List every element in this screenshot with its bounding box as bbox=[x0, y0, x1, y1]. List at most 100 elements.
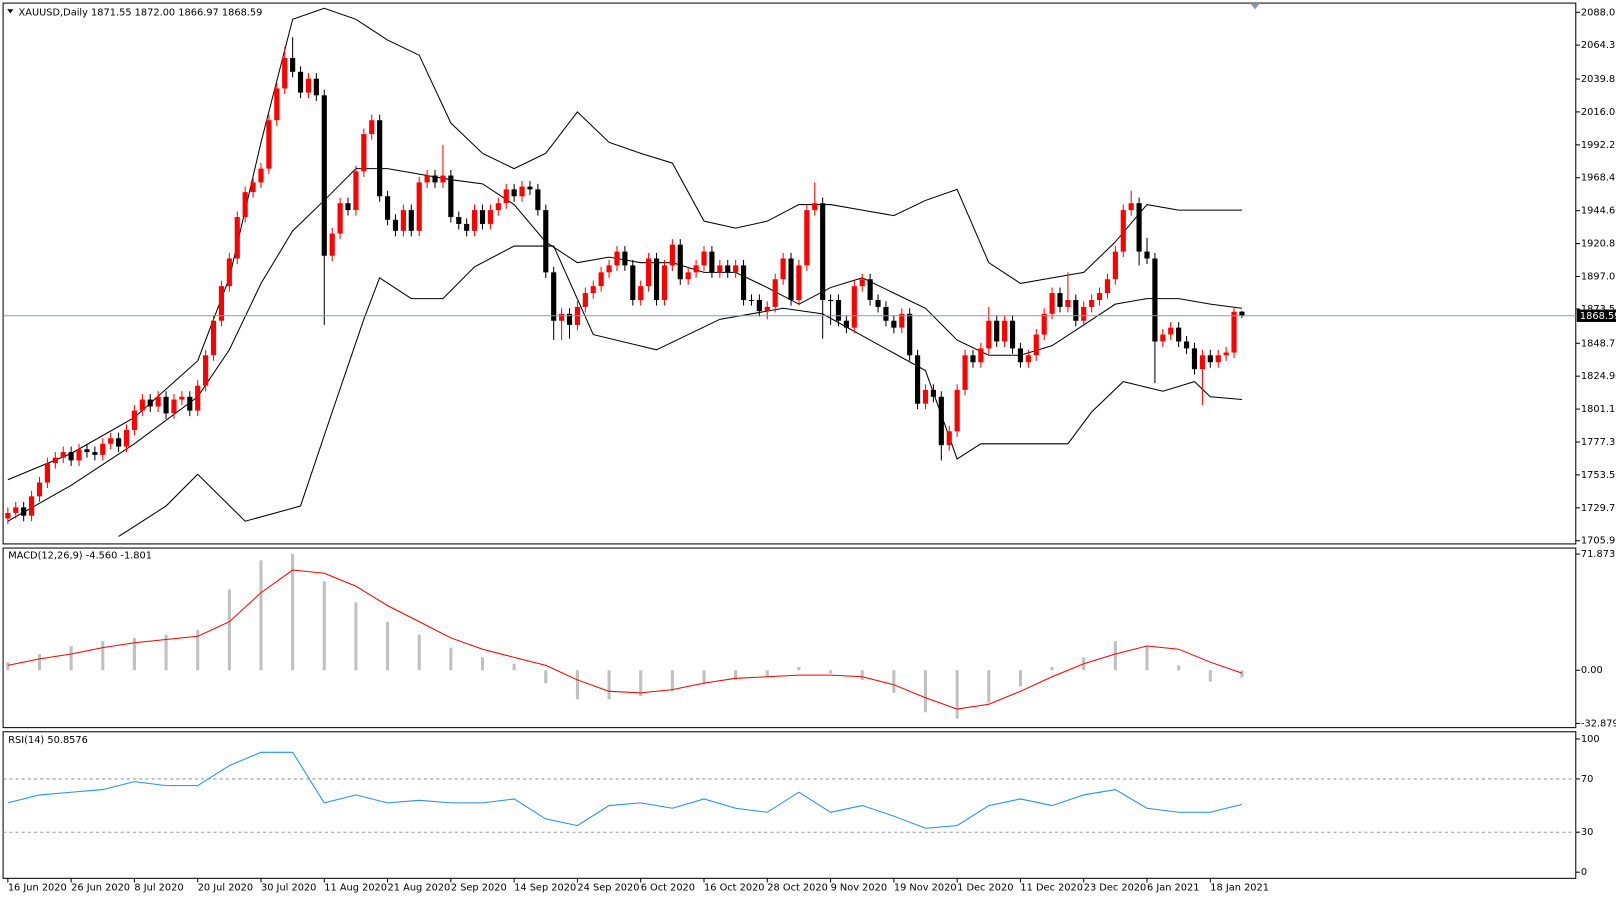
candle-body bbox=[13, 507, 19, 513]
candle-body bbox=[1096, 293, 1103, 300]
candle-body bbox=[171, 399, 177, 414]
candle-body bbox=[598, 272, 604, 287]
candle-body bbox=[590, 286, 596, 294]
candle-body bbox=[827, 299, 834, 302]
candle-body bbox=[780, 258, 786, 280]
candle-body bbox=[139, 399, 145, 411]
macd-bar bbox=[512, 663, 516, 671]
candle-body bbox=[361, 134, 367, 172]
rsi-title: RSI(14) 50.8576 bbox=[8, 735, 88, 746]
candle-body bbox=[76, 449, 82, 461]
macd-bar bbox=[1208, 670, 1212, 682]
candle-body bbox=[566, 313, 573, 325]
candle-body bbox=[638, 286, 644, 300]
candle-body bbox=[266, 120, 272, 169]
y-tick-label: 2088.00 bbox=[1581, 7, 1616, 18]
y-tick-label: 71.873 bbox=[1581, 549, 1615, 560]
y-tick-label: 1897.00 bbox=[1581, 271, 1616, 282]
y-tick-label: 1873.50 bbox=[1581, 304, 1616, 315]
candle-body bbox=[36, 482, 43, 497]
candle-body bbox=[1191, 348, 1198, 370]
rsi-line bbox=[7, 751, 1243, 829]
candle-body bbox=[938, 396, 944, 446]
candle-body bbox=[274, 88, 280, 121]
candle-body bbox=[875, 299, 881, 307]
candle-body bbox=[100, 443, 106, 455]
candle-body bbox=[851, 286, 857, 328]
x-tick-label: 8 Jul 2020 bbox=[134, 883, 183, 894]
candle-body bbox=[131, 410, 137, 430]
candle-body bbox=[1207, 355, 1213, 363]
menu-arrow[interactable] bbox=[7, 9, 14, 14]
candle-body bbox=[954, 389, 960, 432]
macd-bar bbox=[386, 621, 390, 671]
candle-body bbox=[693, 265, 699, 273]
macd-bar bbox=[69, 646, 73, 671]
candle-body bbox=[313, 78, 319, 96]
macd-bar bbox=[37, 654, 42, 671]
candle-body bbox=[1183, 341, 1190, 349]
candle-body bbox=[1231, 311, 1237, 353]
y-tick-label: 70 bbox=[1581, 774, 1593, 785]
candle-body bbox=[392, 219, 399, 231]
y-tick-label: 1992.20 bbox=[1581, 140, 1616, 151]
candle-body bbox=[733, 265, 739, 273]
candle-body bbox=[123, 429, 130, 447]
last-price-label: 1868.59 bbox=[1580, 311, 1616, 322]
macd-bar bbox=[955, 670, 959, 719]
x-tick-label: 14 Sep 2020 bbox=[514, 883, 576, 894]
candle-body bbox=[986, 320, 992, 349]
candle-body bbox=[804, 210, 810, 266]
macd-bar bbox=[1113, 641, 1117, 671]
candle-body bbox=[408, 210, 414, 231]
candle-body bbox=[345, 203, 351, 211]
macd-bar bbox=[987, 670, 991, 703]
candle-body bbox=[353, 171, 359, 211]
candle-body bbox=[1199, 355, 1205, 370]
candle-body bbox=[369, 120, 375, 135]
candle-body bbox=[448, 175, 454, 218]
x-tick-label: 9 Nov 2020 bbox=[831, 883, 887, 894]
candle-body bbox=[179, 396, 185, 400]
candle-body bbox=[377, 120, 383, 197]
candle-body bbox=[907, 313, 913, 356]
candle-body bbox=[155, 396, 161, 407]
candle-body bbox=[250, 182, 256, 193]
y-tick-label: 1753.50 bbox=[1581, 470, 1616, 481]
candle-body bbox=[1168, 327, 1174, 335]
macd-bar bbox=[259, 560, 263, 671]
candle-body bbox=[503, 189, 509, 204]
last-price-box bbox=[1576, 309, 1616, 322]
candle-body bbox=[551, 272, 557, 321]
candle-body bbox=[796, 265, 802, 300]
x-tick-label: 20 Jul 2020 bbox=[198, 883, 253, 894]
candle-body bbox=[28, 496, 35, 516]
candle-body bbox=[21, 507, 27, 516]
macd-bar bbox=[1240, 670, 1244, 678]
x-tick-label: 24 Sep 2020 bbox=[577, 883, 639, 894]
macd-bar bbox=[132, 637, 136, 671]
candle-body bbox=[305, 78, 312, 93]
macd-bar bbox=[291, 553, 295, 671]
candle-body bbox=[1215, 355, 1221, 363]
x-tick-label: 18 Jan 2021 bbox=[1210, 883, 1269, 894]
candle-body bbox=[661, 265, 668, 300]
macd-bar bbox=[923, 670, 928, 713]
candle-body bbox=[764, 306, 770, 312]
x-tick-label: 1 Dec 2020 bbox=[957, 883, 1013, 894]
y-tick-label: 1705.90 bbox=[1581, 536, 1616, 547]
macd-bar bbox=[1050, 667, 1054, 671]
macd-bar bbox=[6, 662, 10, 671]
macd-bar bbox=[417, 634, 421, 671]
macd-bar bbox=[1177, 665, 1181, 671]
candle-body bbox=[930, 389, 936, 397]
candle-body bbox=[68, 452, 74, 461]
candle-body bbox=[630, 265, 636, 300]
macd-bar bbox=[639, 670, 643, 697]
candle-body bbox=[1025, 355, 1031, 363]
macd-bar bbox=[449, 647, 453, 671]
macd-bar bbox=[480, 657, 485, 671]
candle-body bbox=[843, 320, 849, 328]
